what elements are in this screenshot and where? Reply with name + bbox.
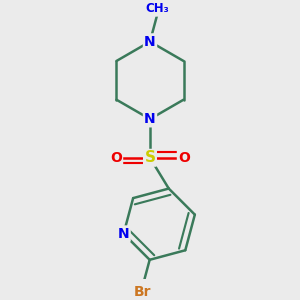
Text: S: S (145, 150, 155, 165)
Text: O: O (178, 151, 190, 165)
Text: O: O (110, 151, 122, 165)
Text: N: N (118, 227, 129, 241)
Text: N: N (144, 112, 156, 126)
Text: N: N (144, 34, 156, 49)
Text: CH₃: CH₃ (146, 2, 169, 16)
Text: Br: Br (134, 285, 151, 299)
